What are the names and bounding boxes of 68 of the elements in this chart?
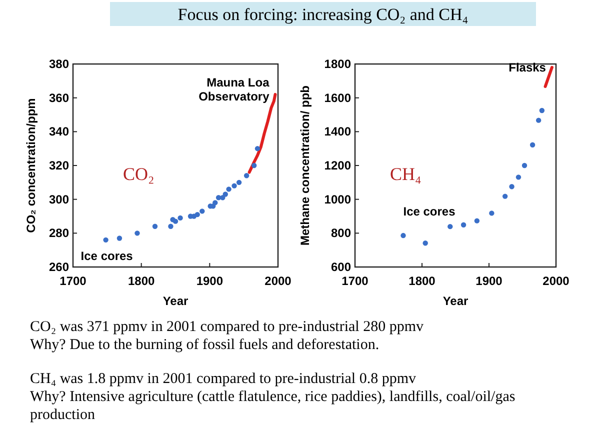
text: Why? Due to the burning of fossil fuels and deforestation. bbox=[30, 337, 380, 353]
y-tick-label: 1000 bbox=[324, 192, 352, 206]
point bbox=[200, 208, 205, 214]
point bbox=[220, 195, 226, 200]
point bbox=[460, 222, 466, 228]
y-tick-label: 360 bbox=[48, 90, 70, 105]
series-label: Ice cores bbox=[403, 204, 456, 219]
x-tick-label: 1700 bbox=[342, 274, 369, 288]
point bbox=[422, 240, 428, 246]
point bbox=[400, 232, 406, 238]
x-tick-label: 1700 bbox=[60, 274, 87, 288]
y-tick-label: 300 bbox=[48, 192, 70, 206]
y-axis-title: CO₂ concentration/ppm bbox=[24, 98, 38, 233]
x-axis-title: Year bbox=[442, 294, 469, 308]
point bbox=[152, 224, 158, 229]
y-tick-label: 380 bbox=[48, 57, 70, 71]
y-tick-label: 260 bbox=[48, 260, 70, 274]
text: CO₂ was 371 ppmv in 2001 compared to pre-industrial 280 ppmv bbox=[30, 319, 424, 335]
point bbox=[232, 183, 237, 188]
point bbox=[516, 174, 522, 180]
point bbox=[522, 162, 528, 168]
point bbox=[244, 173, 250, 178]
point bbox=[254, 146, 260, 152]
point bbox=[251, 162, 257, 168]
point bbox=[222, 192, 228, 197]
point bbox=[194, 212, 200, 218]
annotation: CO₂ bbox=[123, 164, 154, 184]
point bbox=[134, 230, 140, 236]
point bbox=[530, 142, 536, 148]
point bbox=[178, 215, 183, 221]
y-tick-label: 340 bbox=[48, 124, 70, 139]
x-tick-label: 1800 bbox=[408, 274, 436, 288]
point bbox=[448, 224, 453, 230]
x-axis-title: Year bbox=[162, 294, 189, 308]
x-tick-label: 1800 bbox=[128, 274, 156, 288]
y-tick-label: 800 bbox=[330, 226, 352, 240]
y-tick-label: 280 bbox=[48, 226, 70, 240]
y-tick-label: 1600 bbox=[324, 90, 352, 105]
point bbox=[103, 237, 108, 243]
point bbox=[116, 236, 122, 241]
x-tick-label: 1900 bbox=[476, 274, 503, 288]
point bbox=[502, 194, 508, 199]
y-axis-title: Methane concentration/ ppb bbox=[298, 85, 312, 246]
x-tick-label: 1900 bbox=[196, 274, 224, 288]
y-tick-label: 1800 bbox=[324, 57, 352, 71]
point bbox=[536, 118, 542, 123]
y-tick-label: 320 bbox=[48, 158, 70, 172]
y-tick-label: 1200 bbox=[324, 158, 352, 172]
point bbox=[212, 200, 218, 206]
series-label: Mauna Loa Observatory bbox=[198, 75, 270, 104]
x-tick-label: 2000 bbox=[542, 274, 570, 288]
text: CH₄ was 1.8 ppmv in 2001 compared to pre-industrial 0.8 ppmv bbox=[30, 371, 417, 387]
point bbox=[226, 186, 232, 192]
point bbox=[489, 210, 494, 216]
point bbox=[172, 218, 178, 224]
text: Why? Intensive agriculture (cattle flatulence, rice paddies), landfills, coal/oil/gas production bbox=[30, 389, 516, 423]
point bbox=[539, 108, 545, 114]
y-tick-label: 1400 bbox=[324, 124, 352, 139]
x-tick-label: 2000 bbox=[264, 274, 292, 288]
point bbox=[509, 184, 514, 190]
series-label: Flasks bbox=[508, 60, 546, 74]
point bbox=[168, 224, 174, 229]
point bbox=[236, 180, 242, 186]
series-label: Ice cores bbox=[80, 248, 134, 263]
text: Focus on forcing: increasing CO₂ and CH₄ bbox=[178, 5, 468, 24]
annotation: CH₄ bbox=[390, 164, 422, 184]
point bbox=[474, 218, 480, 224]
y-tick-label: 600 bbox=[330, 260, 352, 274]
